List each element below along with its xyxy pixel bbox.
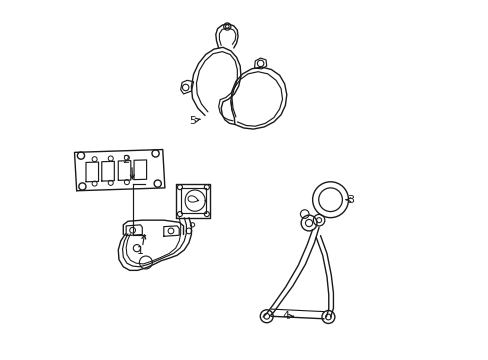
Text: 1: 1 <box>137 246 143 256</box>
Text: 4: 4 <box>282 311 289 320</box>
Text: 3: 3 <box>346 195 353 205</box>
Text: 2: 2 <box>122 155 129 165</box>
Text: 5: 5 <box>189 116 196 126</box>
